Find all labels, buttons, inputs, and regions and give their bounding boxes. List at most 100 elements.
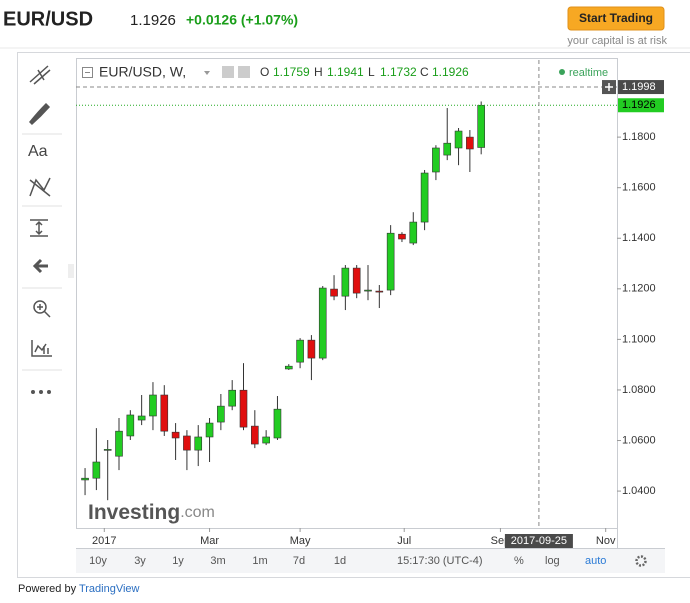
start-trading-button[interactable]: Start Trading [567, 6, 665, 31]
candle-body [477, 104, 485, 148]
button-label[interactable]: Start Trading [579, 11, 653, 25]
candle-body [217, 405, 225, 423]
candle-body [126, 414, 135, 437]
zoom-tool-detail [37, 304, 51, 318]
ohlc-value: 1.1941 [327, 65, 364, 79]
candle-body [296, 339, 304, 363]
collapse-legend[interactable] [82, 67, 93, 78]
candle-body [420, 172, 429, 223]
crosshair-x-box [504, 534, 573, 548]
ohlc-label: C [420, 65, 429, 79]
percent-toggle[interactable]: % [514, 555, 524, 567]
candle-body [443, 142, 452, 156]
more-tools[interactable] [31, 390, 51, 394]
candle-body [284, 365, 293, 370]
crosshair-tool[interactable] [29, 65, 51, 85]
x-tick-label: 2017 [92, 535, 116, 547]
range-button[interactable]: 7d [293, 555, 305, 567]
crosshair-x-label: 2017-09-25 [511, 535, 567, 547]
range-button[interactable]: 3m [210, 555, 225, 567]
y-tick-label: 1.1600 [622, 182, 656, 194]
crosshair-y-box [618, 80, 664, 95]
candle-body [466, 136, 474, 150]
watermark-main: Investing [88, 501, 180, 524]
collapse-handle[interactable] [68, 264, 74, 278]
candle-body [205, 422, 214, 438]
crosshair-plus [605, 83, 613, 92]
candle-body [432, 147, 440, 173]
candle-body [194, 436, 203, 451]
ohlc-value: 1.1926 [432, 65, 469, 79]
candle-body [160, 394, 169, 432]
left-toolbar [22, 65, 62, 371]
change: +0.0126 (+1.07%) [186, 12, 298, 28]
brush-tool[interactable] [28, 102, 51, 126]
log-toggle[interactable]: log [545, 555, 560, 567]
ohlc-label: O [260, 65, 269, 79]
back-tool[interactable] [32, 258, 48, 274]
realtime-label: realtime [569, 67, 608, 79]
candle-body [307, 339, 316, 359]
auto-toggle[interactable]: auto [585, 555, 606, 567]
footer-link[interactable]: TradingView [79, 583, 140, 595]
bottom-controls: 10y 3y 1y 3m 1m 7d 1d [89, 555, 346, 567]
risk-note: your capital is at risk [567, 35, 667, 47]
y-tick-label: 1.0800 [622, 384, 656, 396]
candle-body [183, 435, 191, 451]
ohlc-value: 1.1759 [273, 65, 310, 79]
clock: 15:17:30 (UTC-4) [397, 555, 483, 567]
candle-body [239, 389, 248, 428]
last-price-label: 1.1926 [622, 99, 656, 111]
ruler-tool[interactable] [31, 340, 52, 357]
y-tick-label: 1.1800 [622, 131, 656, 143]
candle-body [318, 287, 327, 359]
candle-body [262, 436, 270, 444]
text-tool[interactable]: Aa [28, 143, 48, 160]
symbol: EUR/USD [3, 8, 93, 30]
ohlc-label: H [314, 65, 323, 79]
range-button[interactable]: 1y [172, 555, 184, 567]
candle-body [375, 290, 384, 293]
x-tick-label: May [290, 535, 311, 547]
candle-body [171, 431, 180, 439]
range-button[interactable]: 1m [252, 555, 267, 567]
watermark-suffix: .com [180, 504, 215, 521]
candle-body [103, 449, 112, 451]
range-button[interactable]: 1d [334, 555, 346, 567]
ohlc-label: L [368, 65, 375, 79]
y-tick-label: 1.1400 [622, 232, 656, 244]
candle-body [386, 232, 395, 291]
footer-prefix: Powered by [18, 583, 77, 595]
ohlc-value: 1.1732 [380, 65, 417, 79]
price: 1.1926 [130, 12, 176, 29]
zoom-tool[interactable] [33, 300, 47, 314]
y-tick-label: 1.0400 [622, 485, 656, 497]
candle-body [273, 408, 282, 439]
candle-body [454, 130, 463, 149]
legend-dropdown[interactable] [204, 71, 210, 75]
candle-body [115, 430, 123, 457]
y-tick-label: 1.0600 [622, 434, 656, 446]
settings-gear[interactable] [635, 555, 647, 567]
candle-body [149, 394, 157, 417]
candle-body [81, 477, 89, 481]
candle-body [341, 267, 350, 297]
crosshair-y-label: 1.1998 [622, 81, 656, 93]
x-tick-label: Jul [397, 535, 411, 547]
bottom-bar [76, 549, 665, 573]
pattern-tool[interactable] [29, 177, 51, 197]
close-icon[interactable] [238, 66, 250, 78]
settings-icon[interactable] [222, 66, 234, 78]
footer: Powered by TradingView [18, 583, 140, 595]
range-button[interactable]: 10y [89, 555, 107, 567]
watermark: Investing.com [88, 501, 215, 524]
button-bg[interactable] [567, 6, 665, 31]
measure-tool[interactable] [30, 219, 48, 237]
y-tick-label: 1.1000 [622, 333, 656, 345]
range-button[interactable]: 3y [134, 555, 146, 567]
candle-body [409, 221, 418, 244]
candle-body [364, 289, 372, 292]
last-price-box [618, 98, 664, 113]
realtime-dot [559, 69, 565, 75]
